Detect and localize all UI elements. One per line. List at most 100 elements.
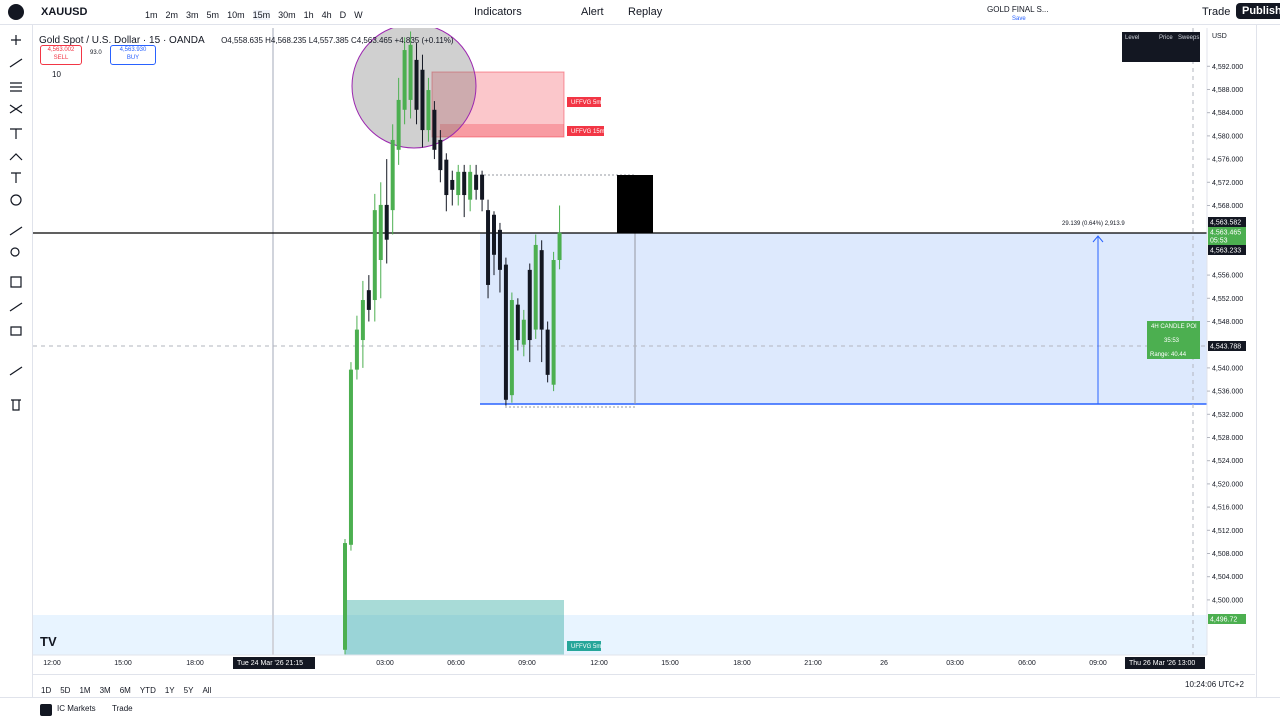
timeframe-button[interactable]: W xyxy=(354,10,363,20)
icon[interactable] xyxy=(10,247,20,257)
candle-body xyxy=(420,69,425,131)
replay-button[interactable]: Replay xyxy=(628,6,663,18)
sell-button[interactable]: 4,563.002 SELL xyxy=(40,45,82,65)
panel-trade[interactable]: Trade xyxy=(112,704,133,713)
timeframe-button[interactable]: 5m xyxy=(206,10,220,20)
range-button[interactable]: 1Y xyxy=(164,686,175,695)
y-tick-label: 4,552.000 xyxy=(1212,296,1243,303)
range-button[interactable]: All xyxy=(202,686,212,695)
range-button[interactable]: 5D xyxy=(60,686,71,695)
candle-body xyxy=(372,210,377,301)
price-label: 4,543.788 xyxy=(1210,344,1241,351)
timeframe-button[interactable]: 30m xyxy=(278,10,296,20)
icon[interactable] xyxy=(9,302,23,312)
crosshair-time-bg xyxy=(1125,657,1205,669)
timeframe-button[interactable]: D xyxy=(339,10,347,20)
timeframe-button[interactable]: 4h xyxy=(321,10,332,20)
candle-body xyxy=(509,300,514,396)
panel-bar: IC Markets Trade xyxy=(0,697,1280,721)
legend: Gold Spot / U.S. Dollar · 15 · OANDA O4,… xyxy=(39,30,454,48)
info-table-header: Level Price Sweeps xyxy=(1125,35,1199,41)
range-button[interactable]: 3M xyxy=(99,686,111,695)
icon[interactable] xyxy=(11,35,21,45)
price-label: 05:53 xyxy=(1210,238,1228,245)
layout-name[interactable]: GOLD FINAL S... xyxy=(987,5,1049,14)
price-label: 4,563.582 xyxy=(1210,220,1241,227)
annotation: Range: 40.44 xyxy=(1150,352,1187,358)
candle-body xyxy=(432,109,437,150)
icon[interactable] xyxy=(9,153,23,161)
y-tick-label: 4,588.000 xyxy=(1212,87,1243,94)
range-button[interactable]: 1M xyxy=(79,686,91,695)
indicators-button[interactable]: Indicators xyxy=(474,6,522,18)
annotation: 4H CANDLE POI xyxy=(1151,324,1197,330)
candle-body xyxy=(402,50,407,110)
candles xyxy=(343,31,562,655)
candle-body xyxy=(503,264,508,400)
icon[interactable] xyxy=(9,104,23,114)
avatar[interactable] xyxy=(8,4,24,20)
y-tick-label: 4,532.000 xyxy=(1212,412,1243,419)
annotation: UFFVG 5m xyxy=(571,100,601,106)
spread: 93.0 xyxy=(90,50,102,56)
candle-body xyxy=(438,139,443,171)
date-ranges: 1D 5D 1M 3M 6M YTD 1Y 5Y All xyxy=(41,680,220,698)
icon[interactable] xyxy=(10,276,22,288)
candle-body xyxy=(366,290,371,310)
timeframe-button[interactable]: 10m xyxy=(227,10,245,20)
y-tick-label: 4,528.000 xyxy=(1212,435,1243,442)
alert-button[interactable]: Alert xyxy=(581,6,604,18)
icon[interactable] xyxy=(10,194,22,206)
timeframe-button[interactable]: 1h xyxy=(303,10,314,20)
x-tick-label: 09:00 xyxy=(518,660,536,667)
y-tick-label: 4,500.000 xyxy=(1212,597,1243,604)
icon[interactable] xyxy=(9,226,23,236)
timeframe-button[interactable]: 3m xyxy=(186,10,199,20)
icon[interactable] xyxy=(11,399,21,411)
range-button[interactable]: 5Y xyxy=(183,686,194,695)
candle-body xyxy=(533,244,538,330)
fvg-box xyxy=(345,600,564,655)
price-label-bg xyxy=(1208,614,1246,624)
broker[interactable]: IC Markets xyxy=(57,704,96,713)
x-tick-label: 03:00 xyxy=(376,660,394,667)
symbol[interactable]: XAUUSD xyxy=(41,6,88,18)
candle-body xyxy=(360,300,365,341)
buy-button[interactable]: 4,563.930 BUY xyxy=(110,45,156,65)
icon[interactable] xyxy=(9,366,23,376)
trade-button[interactable]: Trade xyxy=(1202,6,1231,18)
timeframe-button[interactable]: 15m xyxy=(252,10,271,20)
annotation: 29.139 (0.64%) 2,913.9 xyxy=(1062,221,1125,227)
right-toolbar xyxy=(1256,25,1280,720)
table-header: Price xyxy=(1159,35,1173,41)
range-button[interactable]: 1D xyxy=(41,686,52,695)
range-button[interactable]: 6M xyxy=(119,686,131,695)
icon[interactable] xyxy=(11,172,21,183)
y-tick-label: 4,548.000 xyxy=(1212,319,1243,326)
crosshair-time: Tue 24 Mar '26 21:15 xyxy=(237,660,303,667)
fvg-box xyxy=(440,124,564,137)
timeframe-button[interactable]: 1m xyxy=(145,10,158,20)
sell-label: SELL xyxy=(53,55,69,61)
price-label-bg xyxy=(1208,245,1246,255)
x-tick-label: 15:00 xyxy=(114,660,132,667)
icon[interactable] xyxy=(9,58,23,68)
candle-body xyxy=(348,369,353,545)
y-tick-label: 4,568.000 xyxy=(1212,203,1243,210)
bottom-toolbar: 1D 5D 1M 3M 6M YTD 1Y 5Y All 10:24:06 UTC+2 xyxy=(33,674,1255,695)
drawings xyxy=(33,28,1207,655)
publish-button[interactable]: Publish xyxy=(1236,3,1280,19)
candle-body xyxy=(515,304,520,341)
x-tick-label: 12:00 xyxy=(590,660,608,667)
icon[interactable] xyxy=(10,82,22,92)
range-button[interactable]: YTD xyxy=(139,686,156,695)
timeframe-button[interactable]: 2m xyxy=(165,10,179,20)
icon[interactable] xyxy=(10,326,22,336)
label-bg xyxy=(567,641,601,651)
candle-body xyxy=(462,171,467,196)
candle-body xyxy=(390,139,395,211)
candle-body xyxy=(408,44,413,100)
icon[interactable] xyxy=(10,128,22,139)
